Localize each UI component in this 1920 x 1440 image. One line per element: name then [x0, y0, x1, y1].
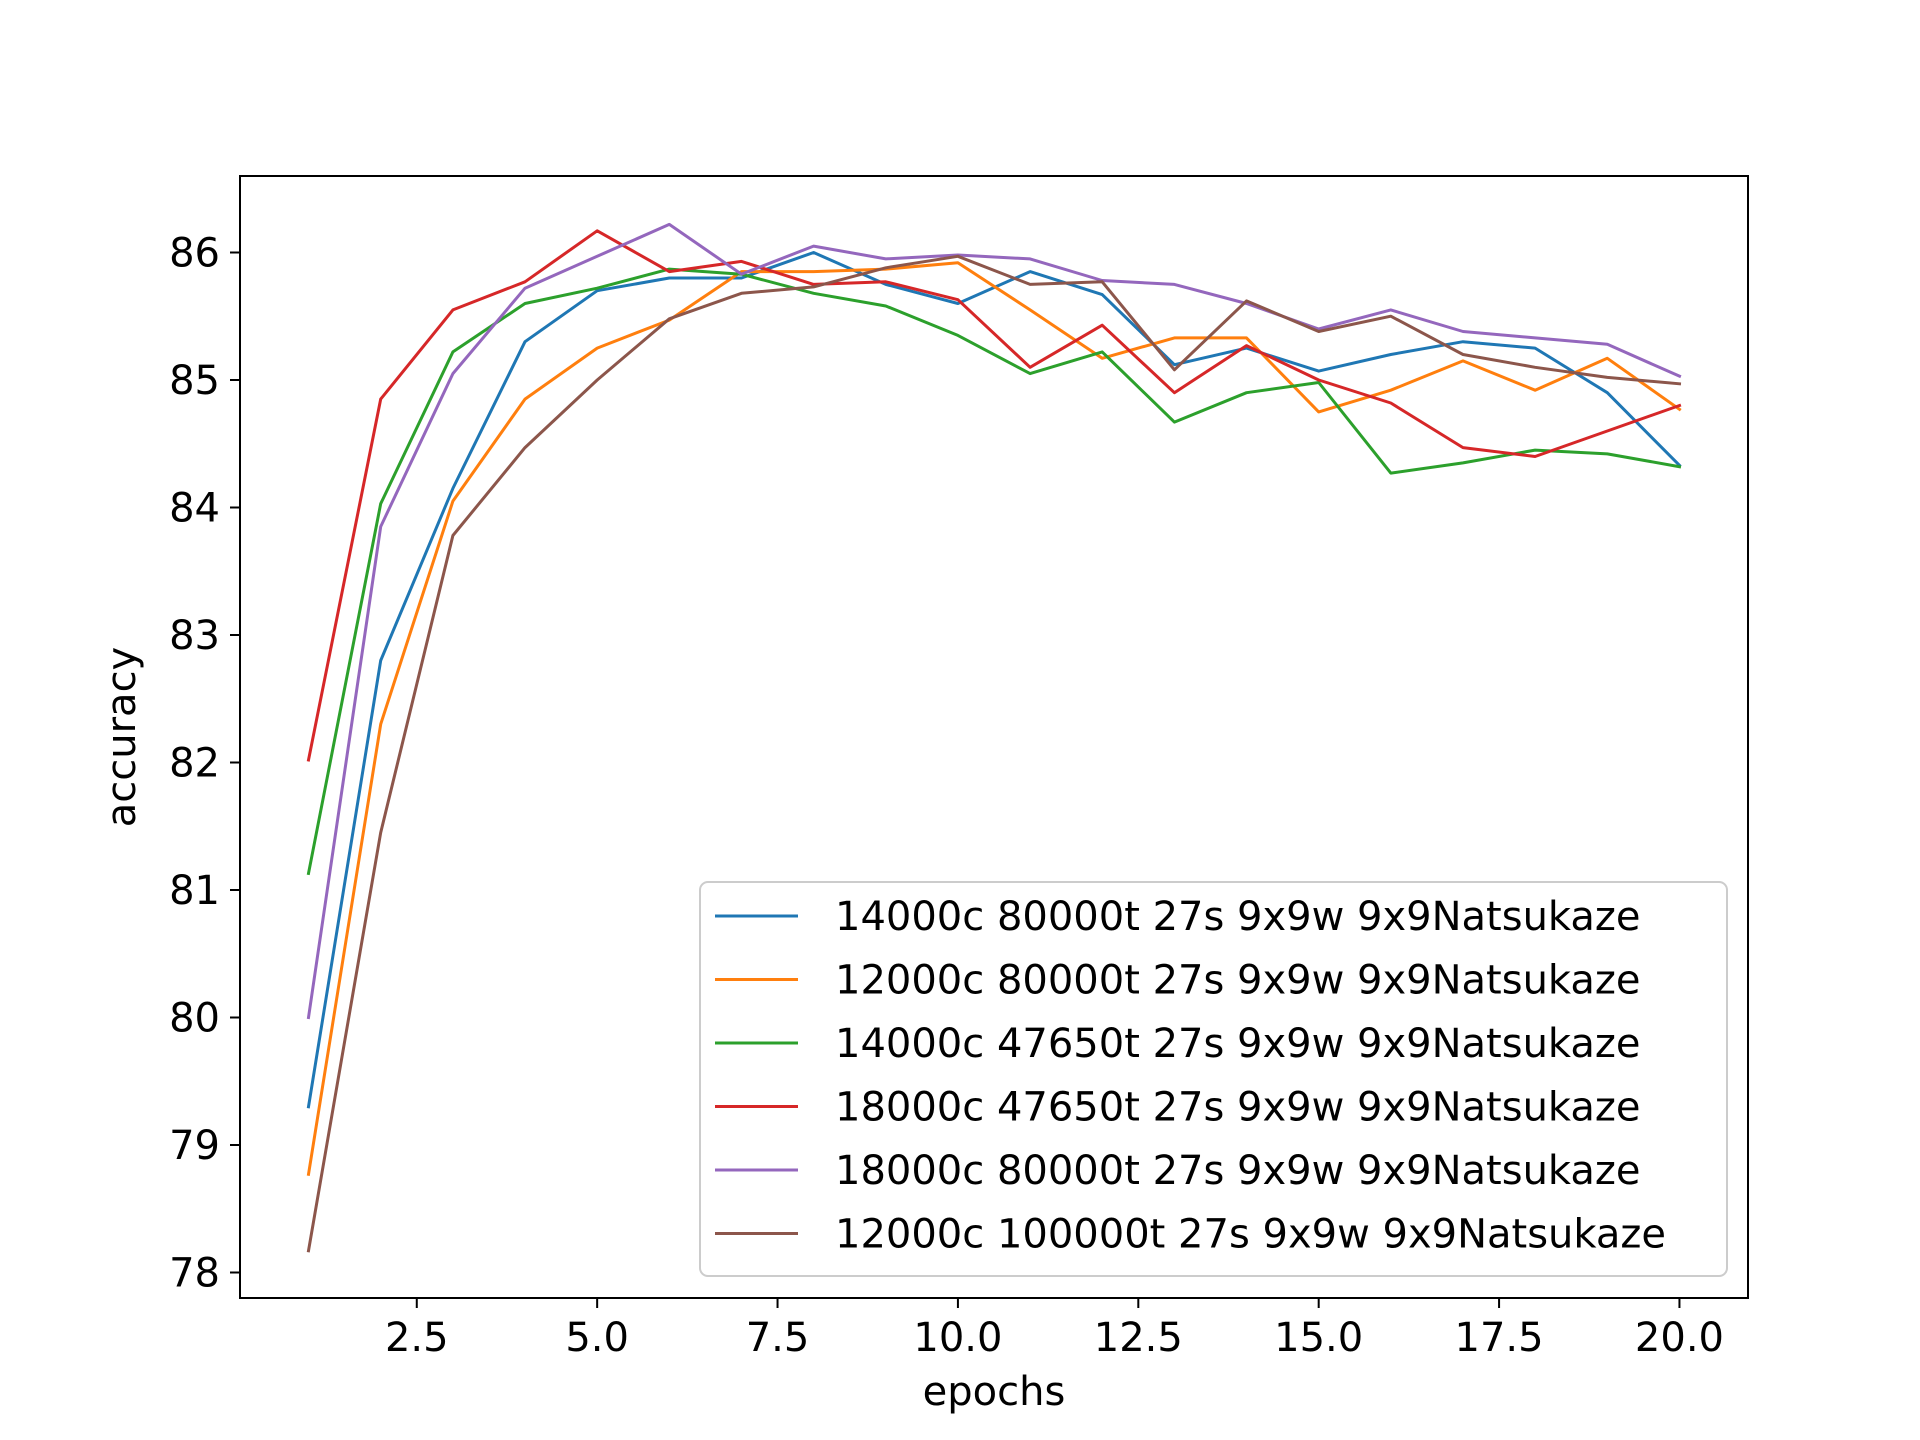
x-tick-label: 17.5	[1455, 1315, 1544, 1361]
legend-label-6: 12000c 100000t 27s 9x9w 9x9Natsukaze	[835, 1212, 1666, 1258]
legend: 14000c 80000t 27s 9x9w 9x9Natsukaze 12000…	[699, 881, 1728, 1277]
x-tick-label: 12.5	[1094, 1315, 1183, 1361]
y-tick-label: 83	[169, 613, 220, 659]
series-line-6	[306, 254, 1682, 1253]
y-tick-label: 80	[169, 996, 220, 1042]
legend-frame	[699, 881, 1728, 1277]
legend-label-5: 18000c 80000t 27s 9x9w 9x9Natsukaze	[835, 1148, 1641, 1194]
x-axis-ticks: 2.5 5.0 7.5 10.0 12.5 15.0 17.5 20.0	[385, 1298, 1724, 1361]
y-tick-label: 84	[169, 486, 220, 532]
x-tick-label: 15.0	[1274, 1315, 1363, 1361]
y-axis-ticks: 78 79 80 81 82 83 84 85 86	[169, 231, 240, 1297]
plot-frame	[239, 175, 1749, 1299]
y-tick-label: 78	[169, 1251, 220, 1297]
series-line-5	[306, 222, 1682, 1020]
x-tick-label: 7.5	[746, 1315, 810, 1361]
y-tick-label: 81	[169, 868, 220, 914]
x-tick-label: 20.0	[1635, 1315, 1724, 1361]
y-axis-label: accuracy	[99, 647, 145, 827]
y-tick-label: 79	[169, 1123, 220, 1169]
series-line-3	[306, 267, 1682, 876]
x-tick-label: 10.0	[913, 1315, 1002, 1361]
legend-label-1: 14000c 80000t 27s 9x9w 9x9Natsukaze	[835, 894, 1641, 940]
legend-label-3: 14000c 47650t 27s 9x9w 9x9Natsukaze	[835, 1021, 1641, 1067]
x-tick-label: 5.0	[565, 1315, 629, 1361]
series-layer	[306, 222, 1682, 1253]
legend-entries: 14000c 80000t 27s 9x9w 9x9Natsukaze 12000…	[715, 894, 1666, 1258]
legend-label-4: 18000c 47650t 27s 9x9w 9x9Natsukaze	[835, 1085, 1641, 1131]
series-line-4	[306, 229, 1682, 762]
x-tick-label: 2.5	[385, 1315, 449, 1361]
y-tick-label: 86	[169, 231, 220, 277]
y-tick-label: 85	[169, 358, 220, 404]
series-line-2	[306, 261, 1682, 1177]
y-tick-label: 82	[169, 741, 220, 787]
x-axis-label: epochs	[923, 1369, 1066, 1415]
legend-label-2: 12000c 80000t 27s 9x9w 9x9Natsukaze	[835, 958, 1641, 1004]
